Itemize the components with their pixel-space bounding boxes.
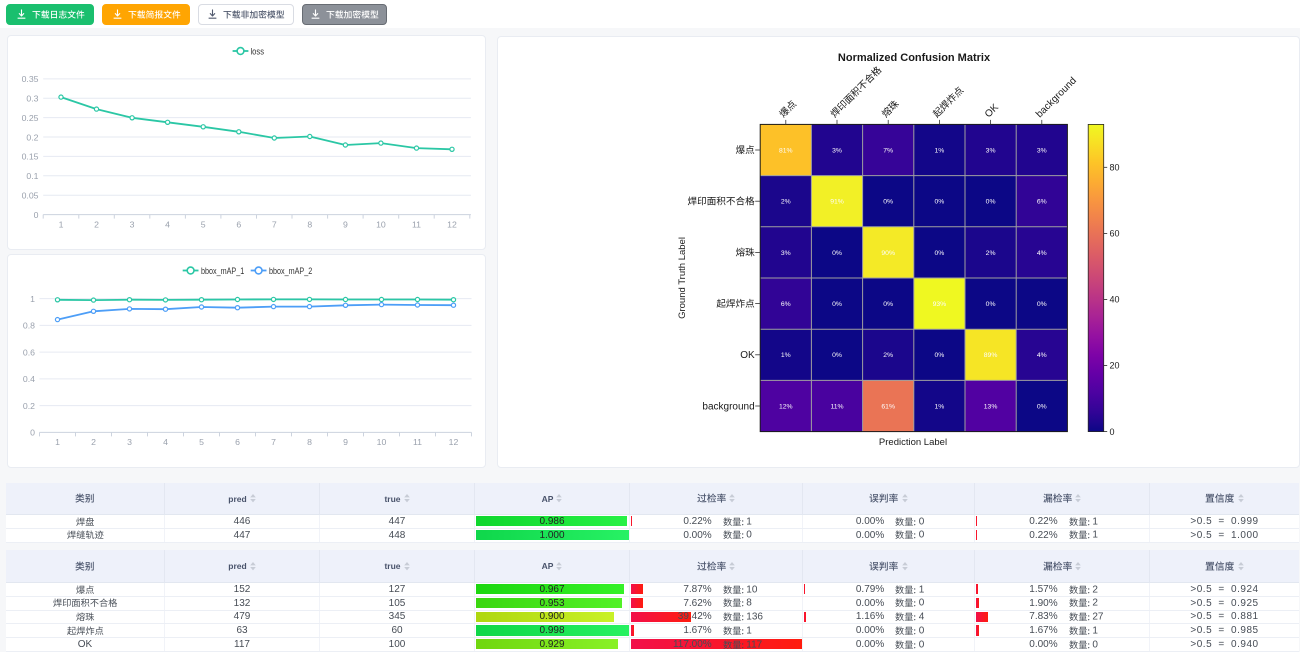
svg-text:9: 9 [343,437,348,447]
svg-text:background: background [702,401,754,412]
svg-text:2%: 2% [883,352,893,359]
svg-text:Ground Truth Label: Ground Truth Label [677,237,688,319]
svg-text:12: 12 [447,220,457,230]
svg-text:4: 4 [163,437,168,447]
svg-text:4%: 4% [1037,352,1047,359]
svg-text:3%: 3% [1037,147,1047,154]
svg-text:0.05: 0.05 [22,191,39,201]
svg-text:0%: 0% [832,250,842,257]
svg-text:5: 5 [201,220,206,230]
svg-text:3%: 3% [781,250,791,257]
svg-text:0.6: 0.6 [23,347,35,357]
svg-text:3: 3 [130,220,135,230]
svg-text:0%: 0% [986,199,996,206]
svg-text:12: 12 [449,437,459,447]
svg-text:20: 20 [1110,361,1120,371]
svg-text:bbox_mAP_2: bbox_mAP_2 [269,266,312,276]
svg-text:8: 8 [307,220,312,230]
svg-text:Normalized Confusion Matrix: Normalized Confusion Matrix [838,52,991,64]
svg-text:0.25: 0.25 [22,113,39,123]
svg-text:0%: 0% [832,301,842,308]
svg-text:0%: 0% [832,352,842,359]
svg-text:0.35: 0.35 [22,74,39,84]
svg-text:11: 11 [412,220,421,230]
svg-text:0.4: 0.4 [23,374,35,384]
svg-text:11%: 11% [830,403,843,410]
svg-text:0.2: 0.2 [23,401,35,411]
svg-text:0%: 0% [1037,301,1047,308]
svg-text:9: 9 [343,220,348,230]
svg-text:1%: 1% [934,147,944,154]
svg-text:0.2: 0.2 [26,132,38,142]
svg-text:89%: 89% [984,352,998,359]
svg-text:6%: 6% [781,301,791,308]
svg-text:93%: 93% [933,301,947,308]
svg-text:loss: loss [251,46,265,56]
svg-text:2%: 2% [781,199,791,206]
svg-text:2%: 2% [986,250,996,257]
svg-text:0%: 0% [934,250,944,257]
svg-text:0: 0 [1110,427,1115,437]
svg-text:7: 7 [272,220,277,230]
svg-text:6: 6 [236,220,241,230]
svg-text:2: 2 [94,220,99,230]
svg-text:background: background [1034,75,1079,120]
svg-text:Prediction Label: Prediction Label [879,437,947,448]
svg-text:0: 0 [34,210,39,220]
svg-text:0%: 0% [934,199,944,206]
svg-text:90%: 90% [881,250,895,257]
svg-text:0%: 0% [986,301,996,308]
svg-text:61%: 61% [881,403,895,410]
svg-text:1: 1 [59,220,64,230]
svg-text:7%: 7% [883,147,893,154]
svg-text:0%: 0% [934,352,944,359]
svg-text:5: 5 [199,437,204,447]
svg-text:11: 11 [413,437,422,447]
svg-text:60: 60 [1110,229,1120,239]
svg-text:13%: 13% [984,403,998,410]
svg-text:4%: 4% [1037,250,1047,257]
svg-text:1%: 1% [781,352,791,359]
svg-text:0%: 0% [883,199,893,206]
svg-text:10: 10 [376,220,386,230]
svg-text:40: 40 [1110,295,1120,305]
svg-text:8: 8 [307,437,312,447]
svg-text:OK: OK [740,350,755,361]
svg-text:7: 7 [271,437,276,447]
svg-text:0%: 0% [883,301,893,308]
svg-text:2: 2 [91,437,96,447]
svg-text:12%: 12% [779,403,793,410]
svg-text:3%: 3% [986,147,996,154]
svg-text:1: 1 [30,294,35,304]
svg-text:6%: 6% [1037,199,1047,206]
svg-text:0: 0 [30,428,35,438]
svg-text:91%: 91% [830,199,844,206]
svg-text:0%: 0% [1037,403,1047,410]
svg-text:0.15: 0.15 [22,152,39,162]
svg-text:1%: 1% [934,403,944,410]
svg-text:bbox_mAP_1: bbox_mAP_1 [201,266,244,276]
svg-text:6: 6 [235,437,240,447]
svg-text:0.3: 0.3 [26,94,38,104]
svg-text:OK: OK [983,102,1001,120]
svg-text:80: 80 [1110,163,1120,173]
svg-text:0.8: 0.8 [23,321,35,331]
svg-text:0.1: 0.1 [26,171,38,181]
svg-text:3%: 3% [832,147,842,154]
svg-text:1: 1 [55,437,60,447]
svg-text:3: 3 [127,437,132,447]
svg-text:10: 10 [377,437,387,447]
svg-text:81%: 81% [779,147,793,154]
svg-text:4: 4 [165,220,170,230]
